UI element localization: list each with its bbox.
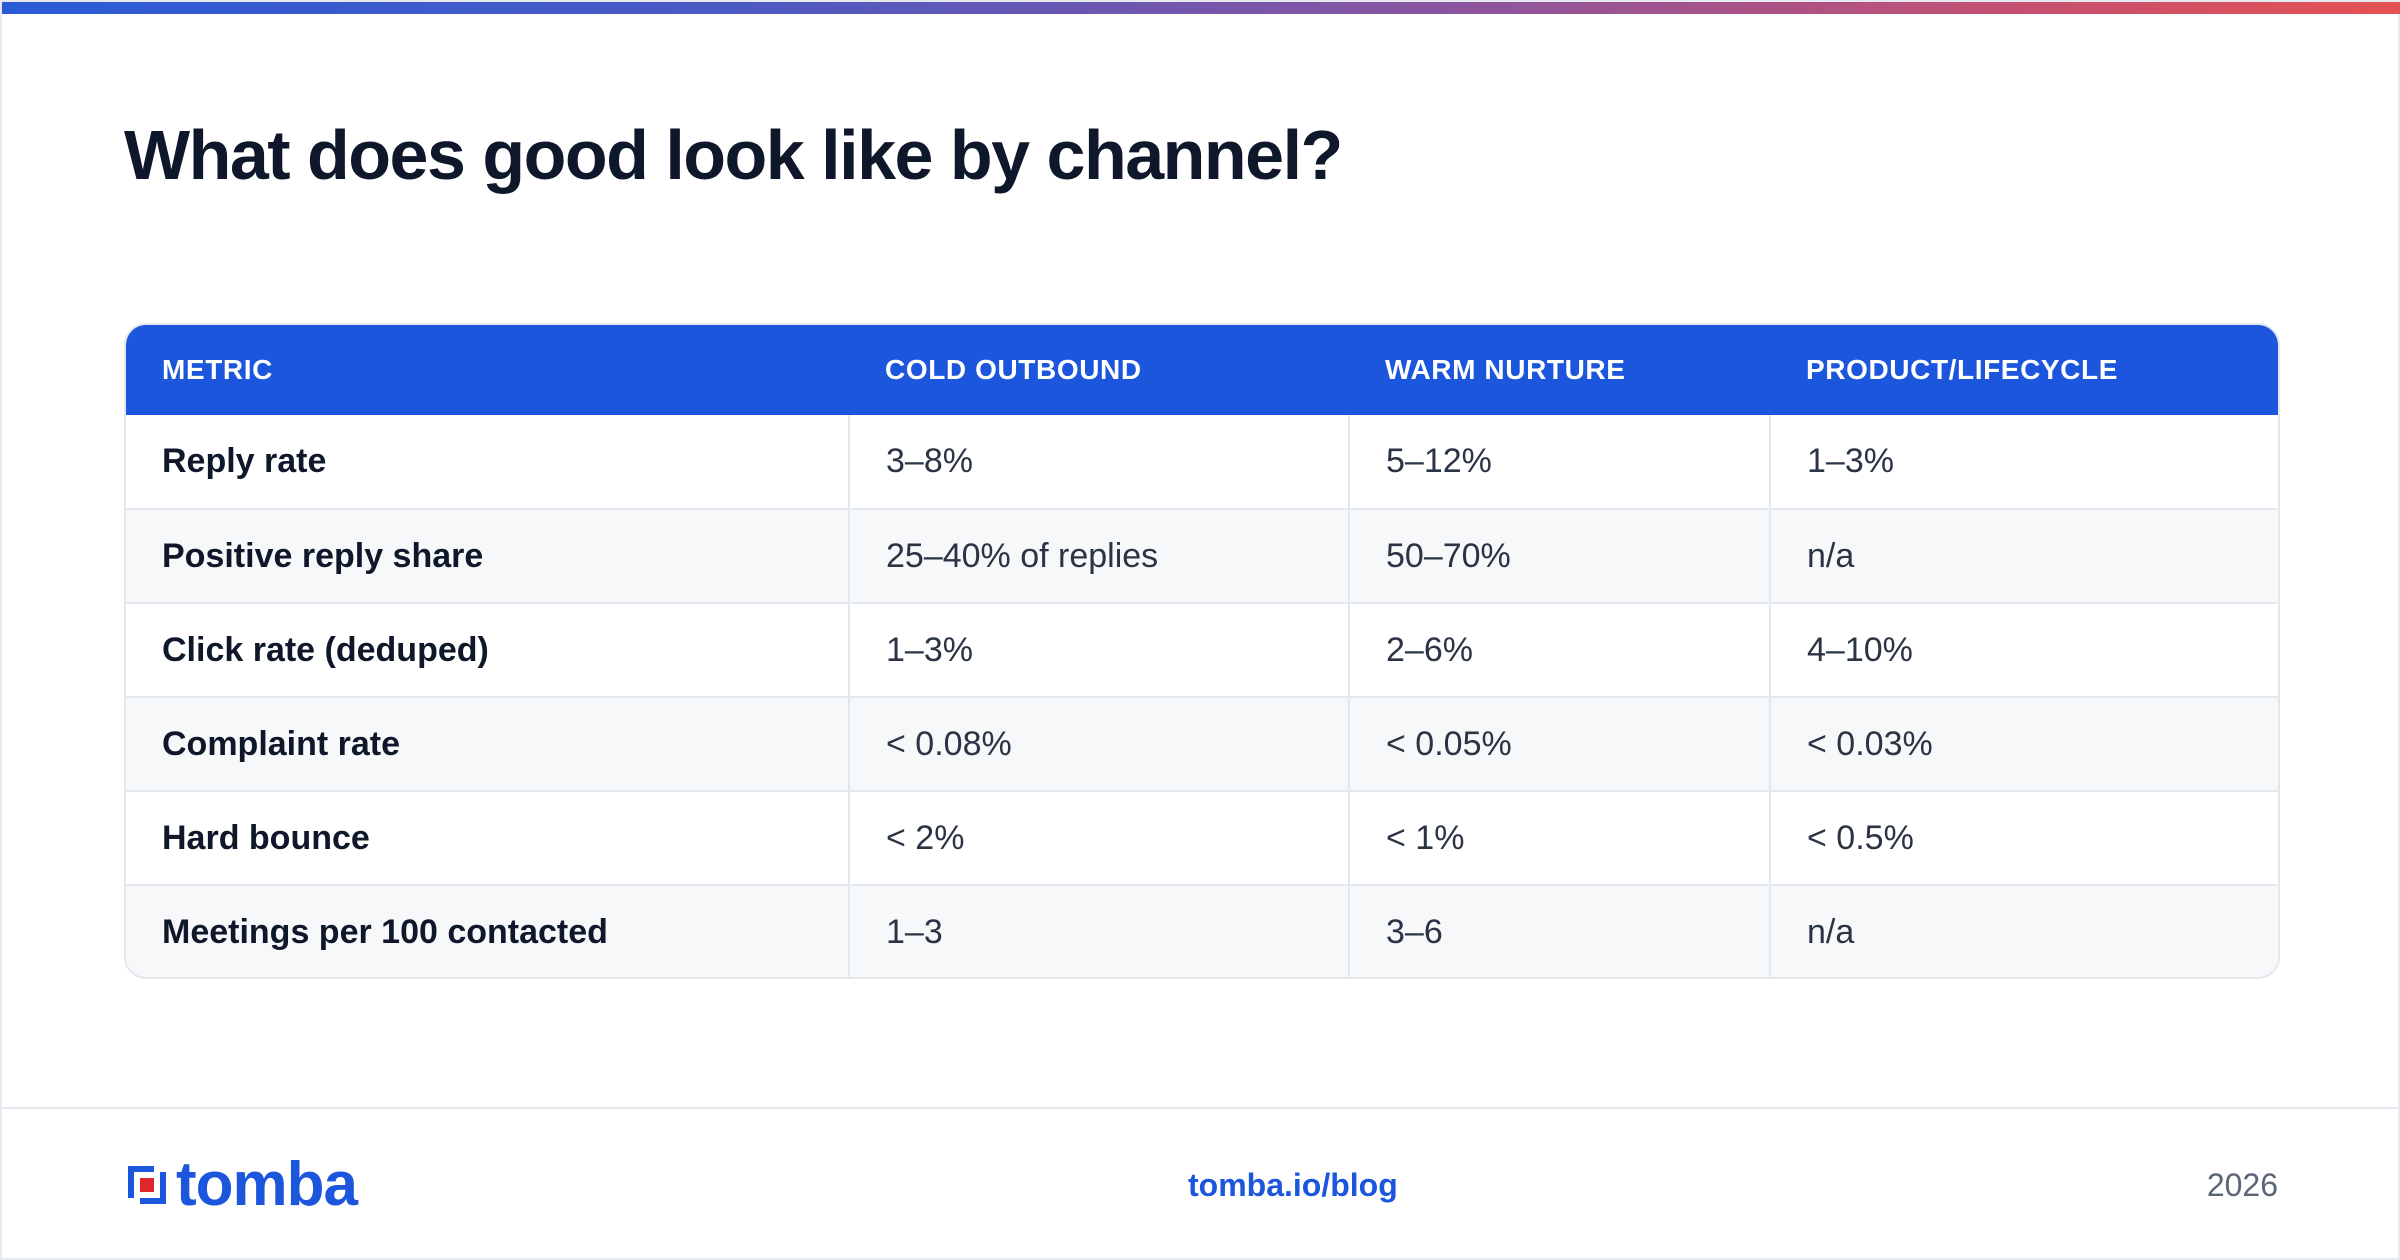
- warm-nurture-cell: 50–70%: [1348, 508, 1770, 603]
- comparison-table-container: METRIC COLD OUTBOUND WARM NURTURE PRODUC…: [124, 323, 2280, 979]
- logo-wordmark: tomba: [176, 1150, 358, 1219]
- table-row: Reply rate 3–8% 5–12% 1–3%: [126, 415, 2278, 509]
- metric-cell: Complaint rate: [126, 696, 849, 791]
- cold-outbound-cell: 25–40% of replies: [848, 508, 1349, 603]
- blog-link[interactable]: tomba.io/blog: [1188, 1167, 1398, 1203]
- table-row: Hard bounce < 2% < 1% < 0.5%: [126, 790, 2278, 885]
- footer-divider: [2, 1107, 2398, 1109]
- warm-nurture-cell: 2–6%: [1348, 602, 1770, 697]
- table-header-row: METRIC COLD OUTBOUND WARM NURTURE PRODUC…: [126, 325, 2278, 415]
- cold-outbound-cell: < 0.08%: [848, 696, 1349, 791]
- page-title: What does good look like by channel?: [124, 116, 1343, 194]
- warm-nurture-cell: < 0.05%: [1348, 696, 1770, 791]
- metric-cell: Click rate (deduped): [126, 602, 849, 697]
- table-row: Meetings per 100 contacted 1–3 3–6 n/a: [126, 884, 2278, 977]
- cold-outbound-cell: 3–8%: [848, 415, 1349, 509]
- warm-nurture-cell: 3–6: [1348, 884, 1770, 977]
- column-header-metric: METRIC: [162, 354, 273, 385]
- warm-nurture-cell: 5–12%: [1348, 415, 1770, 509]
- metric-cell: Meetings per 100 contacted: [126, 884, 849, 977]
- tomba-logo-mark-icon: [128, 1166, 166, 1204]
- column-header-cold-outbound: COLD OUTBOUND: [885, 354, 1142, 385]
- table-row: Complaint rate < 0.08% < 0.05% < 0.03%: [126, 696, 2278, 791]
- column-header-warm-nurture: WARM NURTURE: [1385, 354, 1626, 385]
- cold-outbound-cell: < 2%: [848, 790, 1349, 885]
- table-row: Positive reply share 25–40% of replies 5…: [126, 508, 2278, 603]
- cold-outbound-cell: 1–3%: [848, 602, 1349, 697]
- comparison-table: METRIC COLD OUTBOUND WARM NURTURE PRODUC…: [126, 325, 2278, 977]
- cold-outbound-cell: 1–3: [848, 884, 1349, 977]
- metric-cell: Hard bounce: [126, 790, 849, 885]
- column-header-product-lifecycle: PRODUCT/LIFECYCLE: [1806, 354, 2118, 385]
- product-lifecycle-cell: < 0.03%: [1769, 696, 2278, 791]
- product-lifecycle-cell: 4–10%: [1769, 602, 2278, 697]
- footer-year: 2026: [2206, 1167, 2278, 1203]
- tomba-logo: tomba: [124, 1150, 358, 1219]
- top-gradient-bar: [2, 2, 2400, 14]
- product-lifecycle-cell: < 0.5%: [1769, 790, 2278, 885]
- table-row: Click rate (deduped) 1–3% 2–6% 4–10%: [126, 602, 2278, 697]
- product-lifecycle-cell: 1–3%: [1769, 415, 2278, 509]
- product-lifecycle-cell: n/a: [1769, 508, 2278, 603]
- metric-cell: Positive reply share: [126, 508, 849, 603]
- warm-nurture-cell: < 1%: [1348, 790, 1770, 885]
- product-lifecycle-cell: n/a: [1769, 884, 2278, 977]
- metric-cell: Reply rate: [162, 442, 327, 480]
